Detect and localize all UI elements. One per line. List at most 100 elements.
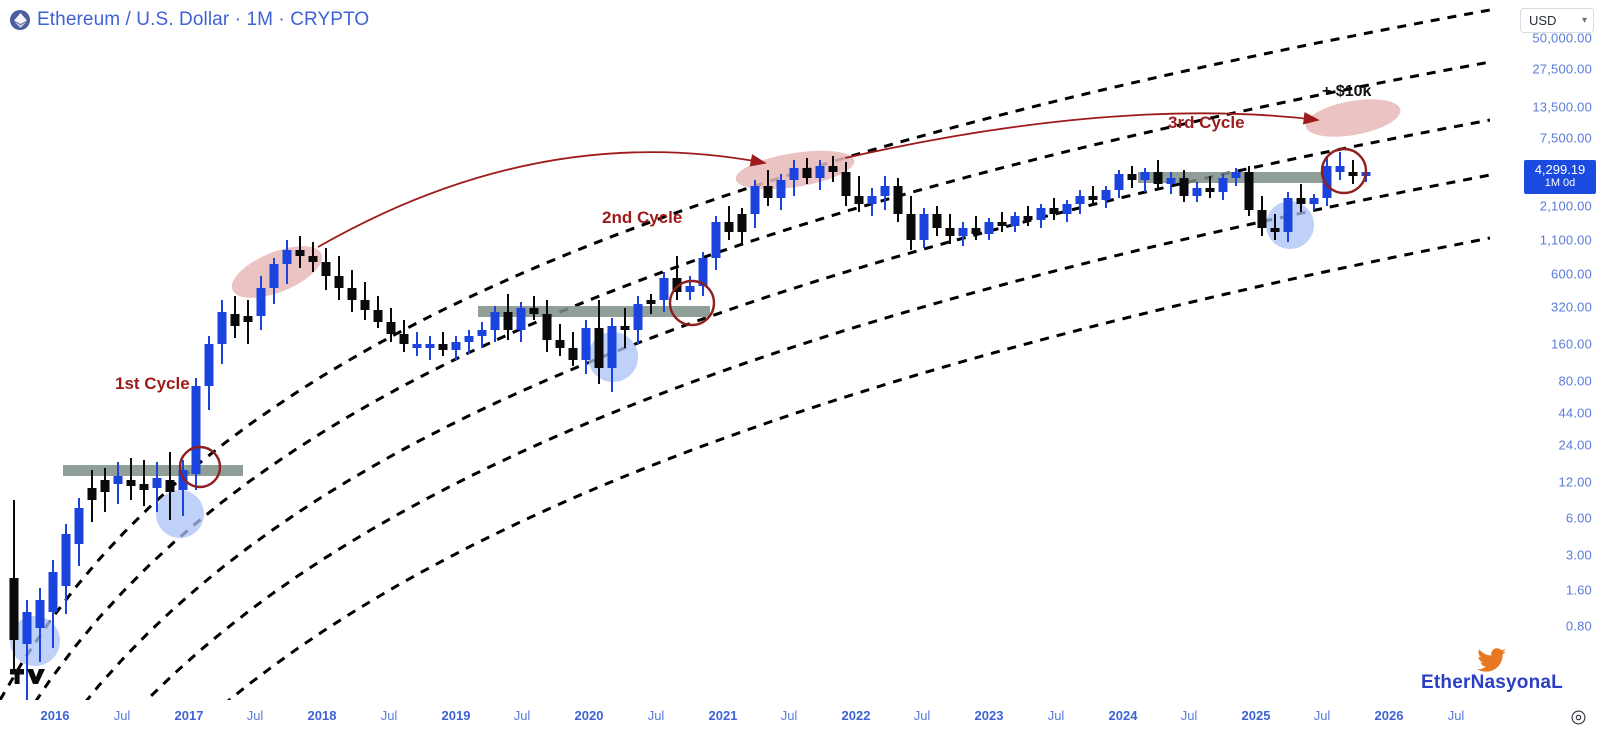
candle-body: [1309, 198, 1319, 204]
candle-body: [815, 166, 825, 178]
candle-body: [646, 300, 656, 304]
candle-body: [230, 314, 240, 326]
candle-body: [737, 214, 747, 232]
trend-channel-line: [0, 8, 1490, 700]
candle-body: [828, 166, 838, 172]
candle-body: [958, 228, 968, 236]
price-tick: 44.00: [1558, 405, 1592, 421]
symbol-title[interactable]: Ethereum / U.S. Dollar · 1M · CRYPTO: [37, 9, 370, 30]
price-tick: 6.00: [1565, 510, 1592, 526]
price-tick: 12.00: [1558, 474, 1592, 490]
candle-body: [1088, 196, 1098, 200]
cycle-link-arrow: [844, 112, 1320, 159]
price-tick: 27,500.00: [1532, 61, 1592, 77]
price-tick: 320.00: [1551, 299, 1592, 315]
annotation-3rd-cycle: 3rd Cycle: [1168, 113, 1245, 132]
candle-body: [35, 600, 45, 628]
candle-body: [113, 476, 123, 484]
tradingview-logo[interactable]: [10, 660, 48, 689]
candle-body: [854, 196, 864, 204]
candle-body: [204, 344, 214, 386]
candle-body: [1335, 166, 1345, 172]
accumulation-marker: [156, 490, 204, 538]
price-scale[interactable]: 50,000.00 27,500.00 13,500.00 7,500.00 2,100…: [1490, 0, 1600, 700]
price-tick: 13,500.00: [1532, 99, 1592, 115]
candle-body: [425, 344, 435, 348]
candle-series: [9, 152, 1371, 700]
candle-body: [295, 250, 305, 256]
candle-body: [399, 334, 409, 344]
candle-body: [178, 470, 188, 490]
time-tick: Jul: [1313, 708, 1331, 723]
candle-body: [750, 186, 760, 214]
time-tick: 2026: [1374, 708, 1404, 723]
current-price-badge[interactable]: 4,299.19 1M 0d: [1524, 160, 1596, 194]
price-tick: 50,000.00: [1532, 30, 1592, 46]
candle-body: [945, 228, 955, 236]
candle-body: [22, 612, 32, 644]
trendline-group: [0, 8, 1490, 700]
candle-body: [191, 386, 201, 474]
time-settings-icon[interactable]: [1571, 710, 1586, 725]
candle-body: [620, 326, 630, 330]
candle-body: [360, 300, 370, 310]
currency-selector[interactable]: USD ▾: [1520, 8, 1594, 33]
candle-body: [776, 180, 786, 198]
price-tick: 1.60: [1565, 582, 1592, 598]
time-tick: 2021: [708, 708, 738, 723]
candle-body: [555, 340, 565, 348]
candle-body: [1075, 196, 1085, 204]
time-tick: 2017: [174, 708, 204, 723]
candle-body: [841, 172, 851, 196]
candle-body: [386, 322, 396, 334]
bar-countdown: 1M 0d: [1544, 177, 1576, 189]
candle-body: [893, 186, 903, 214]
candle-body: [971, 228, 981, 234]
time-scale[interactable]: 2016 Jul 2017 Jul 2018 Jul 2019 Jul 2020 Jul 2021 J…: [0, 700, 1600, 737]
breakout-group: [178, 147, 1368, 489]
candle-body: [451, 342, 461, 350]
candle-body: [61, 534, 71, 586]
candle-body: [1218, 178, 1228, 192]
candle-body: [334, 276, 344, 288]
candle-body: [867, 196, 877, 204]
candle-body: [1062, 204, 1072, 214]
price-tick: 80.00: [1558, 373, 1592, 389]
candle-body: [1231, 172, 1241, 178]
candle-body: [1114, 174, 1124, 190]
chart-header: Ethereum / U.S. Dollar · 1M · CRYPTO: [0, 0, 1600, 40]
candle-body: [1101, 190, 1111, 200]
candle-body: [932, 214, 942, 228]
author-handle: EtherNasyonaL: [1421, 672, 1563, 693]
chevron-down-icon: ▾: [1581, 14, 1587, 26]
breakout-marker: [178, 445, 222, 489]
trend-channel-line: [144, 173, 1490, 700]
candle-body: [1244, 172, 1254, 210]
candle-body: [1179, 178, 1189, 196]
trend-channel-line: [34, 60, 1490, 700]
candle-body: [48, 572, 58, 612]
candle-body: [607, 326, 617, 368]
time-tick: 2025: [1241, 708, 1271, 723]
candle-body: [789, 168, 799, 180]
chart-plot-area[interactable]: [0, 0, 1490, 700]
candle-body: [477, 330, 487, 336]
trend-channel-line: [226, 236, 1490, 700]
candle-body: [1140, 172, 1150, 180]
candle-body: [217, 312, 227, 344]
candle-body: [1348, 172, 1358, 176]
time-tick: 2024: [1108, 708, 1138, 723]
time-tick: 2018: [307, 708, 337, 723]
currency-value: USD: [1529, 13, 1557, 28]
price-tick: 24.00: [1558, 437, 1592, 453]
candle-body: [581, 328, 591, 360]
candle-body: [9, 578, 19, 640]
candle-body: [321, 262, 331, 276]
candle-body: [594, 328, 604, 368]
candle-body: [880, 186, 890, 196]
author-watermark: EtherNasyonaL: [1392, 648, 1592, 693]
breakout-marker: [668, 279, 716, 327]
time-tick: Jul: [1180, 708, 1198, 723]
ethereum-icon: [10, 10, 30, 30]
candle-body: [464, 336, 474, 342]
